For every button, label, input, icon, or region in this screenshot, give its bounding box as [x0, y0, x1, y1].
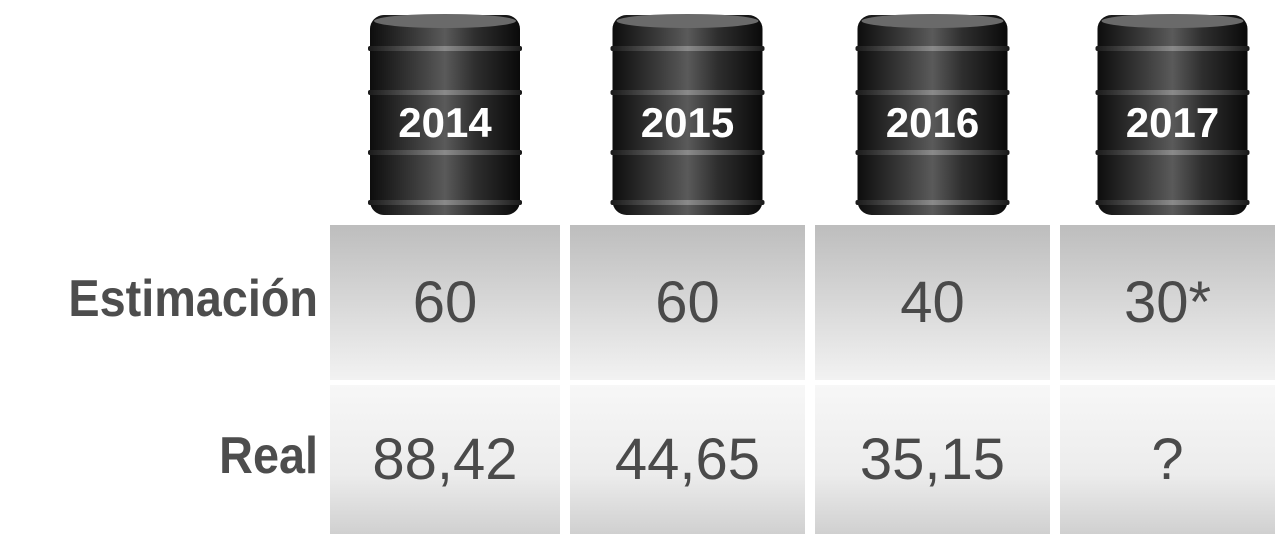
- barrel-top: [1102, 14, 1244, 28]
- cell-value: 88,42: [372, 427, 517, 492]
- barrel-rib: [611, 150, 765, 155]
- barrel-rib: [856, 46, 1010, 51]
- barrels: 2014 2015 2016 2017: [368, 14, 1250, 215]
- cell-value: 44,65: [615, 427, 760, 492]
- cell-value: 60: [413, 270, 478, 335]
- barrel-rib: [368, 200, 522, 205]
- year-label: 2014: [398, 99, 492, 146]
- barrel-rib: [611, 90, 765, 95]
- barrel-rib: [1096, 90, 1250, 95]
- cell-value: 30*: [1124, 270, 1211, 335]
- year-label: 2017: [1126, 99, 1219, 146]
- barrel-rib: [368, 46, 522, 51]
- table: Estimación 60 60 40 30* Real 88,42 44,65 35,15?: [68, 225, 1275, 534]
- barrel-rib: [1096, 46, 1250, 51]
- barrel-top: [374, 14, 516, 28]
- cell-value: 60: [655, 270, 720, 335]
- barrel: 2014: [368, 14, 522, 215]
- barrel: 2016: [856, 14, 1010, 215]
- barrel-rib: [1096, 150, 1250, 155]
- row-label: Real: [219, 427, 318, 485]
- year-label: 2015: [641, 99, 734, 146]
- barrel-rib: [856, 150, 1010, 155]
- barrel-rib: [368, 150, 522, 155]
- infographic: 2014 2015 2016 2017 Estimación 60 60 40 30* Real…: [0, 0, 1275, 534]
- barrel-rib: [611, 200, 765, 205]
- cell-value: 35,15: [860, 427, 1005, 492]
- year-label: 2016: [886, 99, 979, 146]
- barrel: 2017: [1096, 14, 1250, 215]
- page: 2014 2015 2016 2017 Estimación 60 60 40 30* Real…: [0, 0, 1275, 534]
- barrel-rib: [856, 200, 1010, 205]
- barrel-top: [617, 14, 759, 28]
- cell-value: ?: [1151, 427, 1183, 492]
- row-label: Estimación: [68, 270, 318, 328]
- cell-value: 40: [900, 270, 965, 335]
- barrel-rib: [856, 90, 1010, 95]
- barrel-rib: [1096, 200, 1250, 205]
- barrel: 2015: [611, 14, 765, 215]
- barrel-rib: [611, 46, 765, 51]
- barrel-rib: [368, 90, 522, 95]
- barrel-top: [862, 14, 1004, 28]
